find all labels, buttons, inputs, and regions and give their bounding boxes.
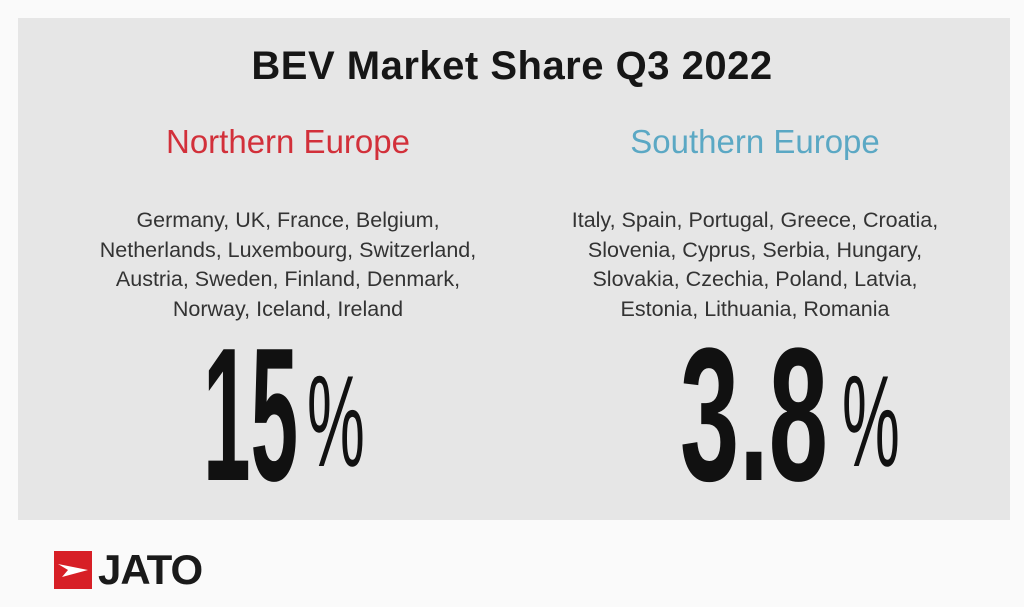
country-line: Slovakia, Czechia, Poland, Latvia, <box>592 267 918 291</box>
page-title: BEV Market Share Q3 2022 <box>251 44 773 88</box>
southern-share: 3.8 % <box>680 309 940 521</box>
jato-arrow-icon <box>54 551 92 589</box>
country-list: Germany, UK, France, Belgium, Netherland… <box>68 206 508 324</box>
region-title: Northern Europe <box>166 123 410 160</box>
country-line: Estonia, Lithuania, Romania <box>620 296 890 321</box>
jato-logo: JATO <box>54 546 203 594</box>
country-line: Slovenia, Cyprus, Serbia, Hungary, <box>587 237 923 262</box>
northern-share: 15 % <box>203 309 463 521</box>
region-title: Southern Europe <box>630 123 880 160</box>
percent-sign: % <box>307 348 365 494</box>
northern-europe-section: Northern Europe Germany, UK, France, Bel… <box>68 122 508 324</box>
country-line: Germany, UK, France, Belgium, <box>136 208 440 232</box>
share-value: 3.8 <box>680 309 828 521</box>
content-panel <box>18 18 1010 520</box>
country-line: Norway, Iceland, Ireland <box>172 296 404 321</box>
country-line: Austria, Sweden, Finland, Denmark, <box>115 267 461 291</box>
percent-sign: % <box>842 348 900 494</box>
southern-europe-section: Southern Europe Italy, Spain, Portugal, … <box>535 122 975 324</box>
country-line: Italy, Spain, Portugal, Greece, Croatia, <box>571 208 939 232</box>
country-line: Netherlands, Luxembourg, Switzerland, <box>99 237 477 262</box>
logo-text: JATO <box>98 546 203 593</box>
country-list: Italy, Spain, Portugal, Greece, Croatia,… <box>535 206 975 324</box>
share-value: 15 <box>203 309 299 521</box>
